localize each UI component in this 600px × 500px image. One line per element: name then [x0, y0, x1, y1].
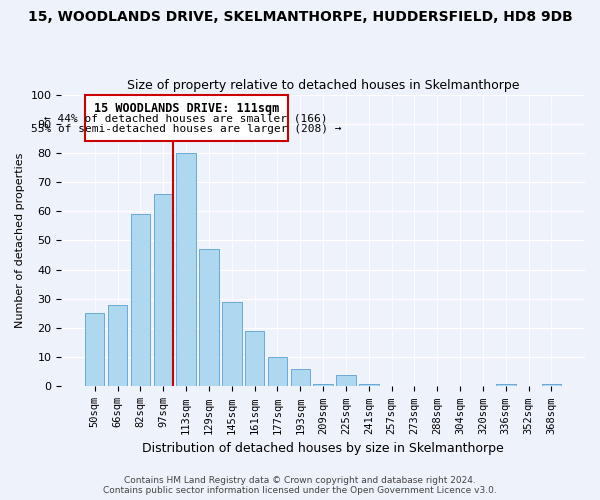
Bar — [85, 314, 104, 386]
Bar — [268, 358, 287, 386]
Bar — [131, 214, 150, 386]
Bar — [359, 384, 379, 386]
Bar — [290, 369, 310, 386]
Text: 15, WOODLANDS DRIVE, SKELMANTHORPE, HUDDERSFIELD, HD8 9DB: 15, WOODLANDS DRIVE, SKELMANTHORPE, HUDD… — [28, 10, 572, 24]
Bar — [313, 384, 333, 386]
Bar — [108, 304, 127, 386]
Bar — [85, 94, 288, 142]
X-axis label: Distribution of detached houses by size in Skelmanthorpe: Distribution of detached houses by size … — [142, 442, 504, 455]
Bar — [496, 384, 515, 386]
Y-axis label: Number of detached properties: Number of detached properties — [15, 153, 25, 328]
Bar — [245, 331, 265, 386]
Bar — [154, 194, 173, 386]
Text: 15 WOODLANDS DRIVE: 111sqm: 15 WOODLANDS DRIVE: 111sqm — [94, 102, 279, 115]
Bar — [199, 250, 218, 386]
Bar — [176, 153, 196, 386]
Bar — [336, 375, 356, 386]
Text: ← 44% of detached houses are smaller (166): ← 44% of detached houses are smaller (16… — [44, 114, 328, 124]
Text: Contains HM Land Registry data © Crown copyright and database right 2024.
Contai: Contains HM Land Registry data © Crown c… — [103, 476, 497, 495]
Title: Size of property relative to detached houses in Skelmanthorpe: Size of property relative to detached ho… — [127, 79, 520, 92]
Bar — [222, 302, 242, 386]
Text: 55% of semi-detached houses are larger (208) →: 55% of semi-detached houses are larger (… — [31, 124, 341, 134]
Bar — [542, 384, 561, 386]
